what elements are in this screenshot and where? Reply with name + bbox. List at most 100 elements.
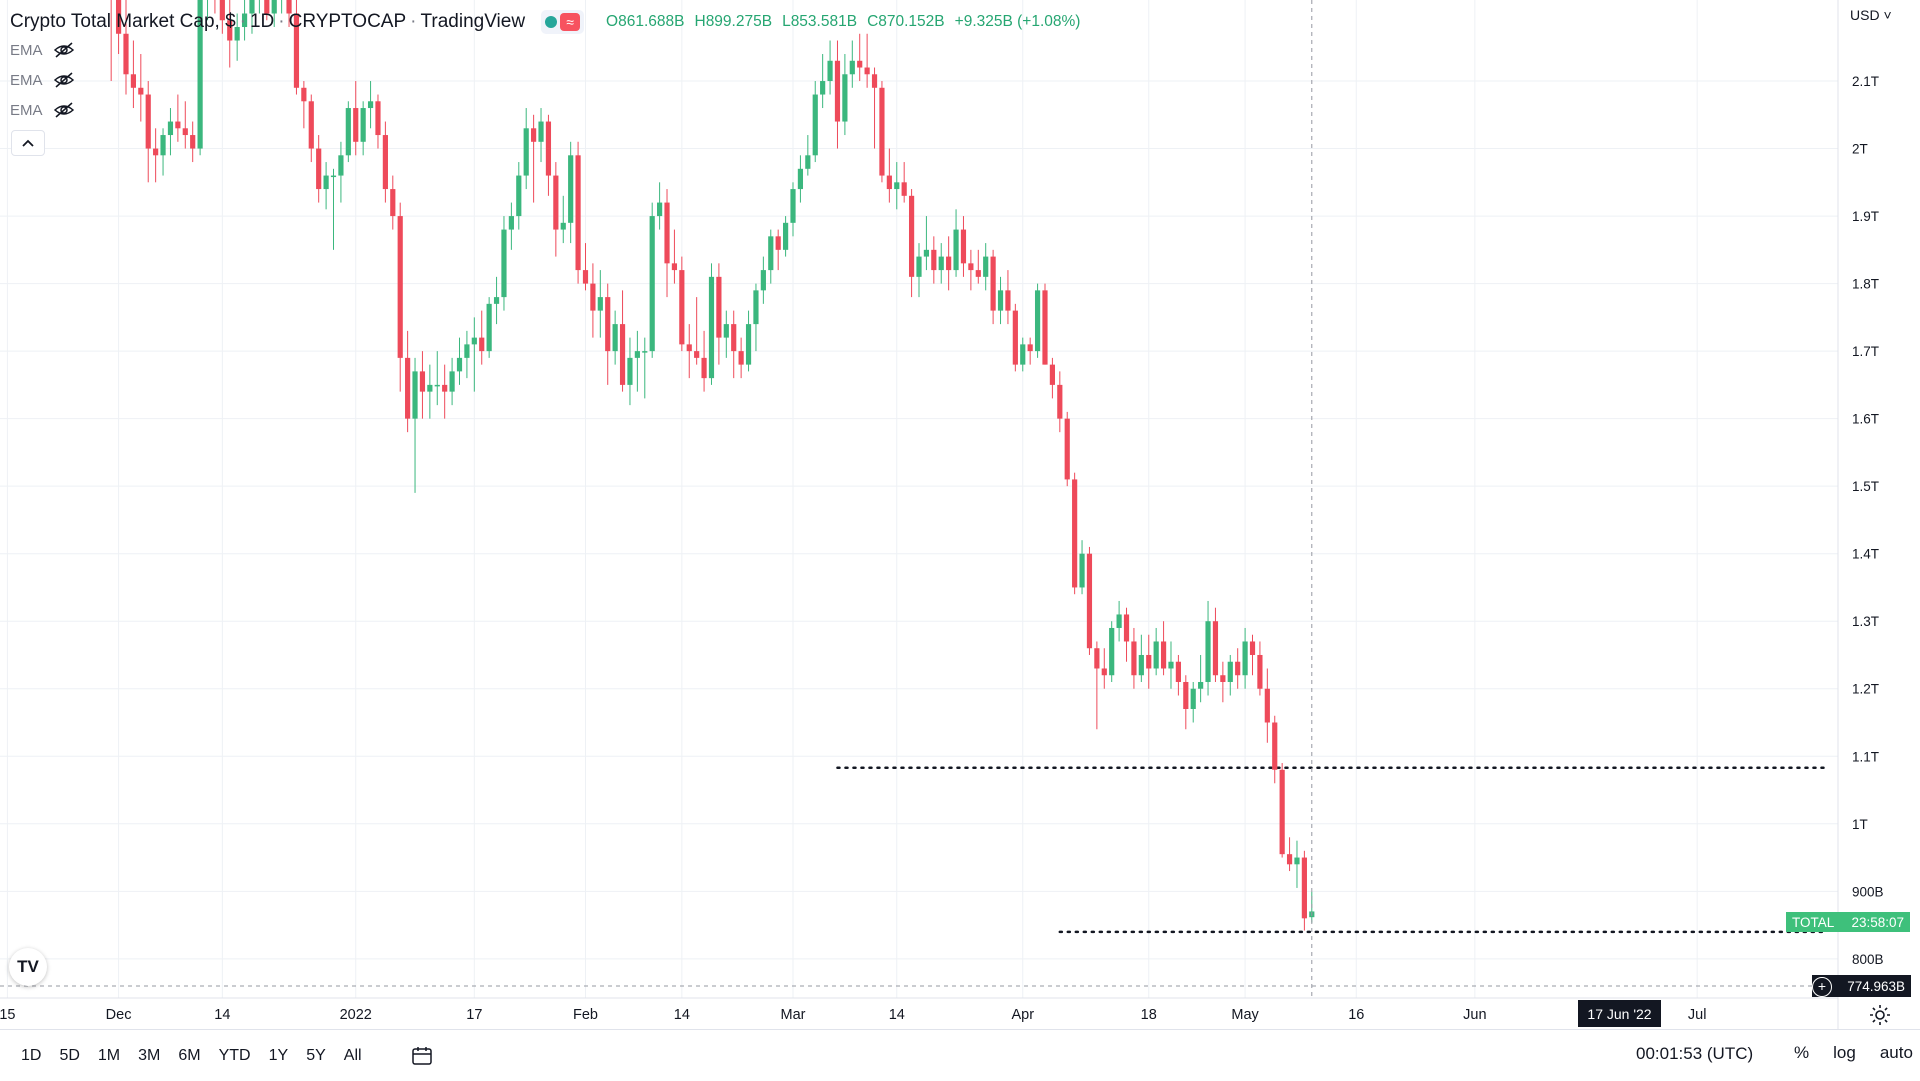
candle-body-down (716, 276, 722, 338)
range-5d-button[interactable]: 5D (59, 1046, 80, 1064)
candle-body-up (842, 74, 848, 122)
calendar-goto-icon[interactable] (411, 1046, 433, 1066)
collapse-legend-button[interactable] (11, 130, 45, 156)
time-axis[interactable]: 15 Dec 14 2022 17 Feb 14 Mar 14 Apr 18 May 16 Jun Jul (0, 1007, 1706, 1023)
candle-body-up (657, 202, 663, 217)
price-tick-label: 900B (1852, 884, 1884, 899)
time-tick-label: 2022 (340, 1007, 372, 1023)
candle-body-down (1160, 641, 1167, 669)
bar-countdown: 23:58:07 (1851, 914, 1904, 930)
candle-body-down (153, 148, 159, 156)
candle-body-up (768, 236, 774, 271)
candle-body-up (797, 168, 804, 190)
candle-body-up (790, 189, 796, 223)
indicator-ema-1[interactable]: EMA (10, 38, 75, 62)
auto-scale-toggle[interactable]: auto (1879, 1043, 1913, 1062)
eye-off-icon[interactable] (53, 71, 75, 89)
time-tick-label: 17 (466, 1007, 482, 1023)
candle-body-down (1264, 688, 1270, 723)
approx-icon: ≈ (560, 13, 581, 31)
range-5y-button[interactable]: 5Y (306, 1046, 326, 1064)
market-status-pill[interactable]: ≈ (541, 10, 585, 34)
candle-body-up (894, 182, 900, 190)
candle-body-up (560, 222, 566, 230)
candle-body-down (308, 101, 314, 149)
chart-legend[interactable]: Crypto Total Market Cap, $ · 1D · CRYPTO… (10, 8, 1080, 36)
crosshair-price-tag: 774.963B (1812, 975, 1911, 997)
symbol-title: Crypto Total Market Cap, $ (10, 11, 236, 32)
candle-body-up (597, 297, 603, 311)
candle-body-up (1109, 627, 1115, 676)
range-1y-button[interactable]: 1Y (268, 1046, 289, 1064)
candle-body-down (1012, 310, 1018, 365)
crosshair (0, 0, 1838, 998)
candle-body-down (1042, 290, 1048, 365)
add-alert-icon[interactable]: + (1812, 977, 1832, 997)
candle-body-up (783, 222, 789, 250)
time-tick-label: May (1231, 1007, 1259, 1023)
candle-body-up (1153, 641, 1159, 669)
percent-scale-toggle[interactable]: % (1794, 1043, 1810, 1062)
candle-body-up (486, 303, 492, 352)
range-1d-button[interactable]: 1D (21, 1046, 42, 1064)
indicator-label: EMA (10, 41, 43, 59)
range-1m-button[interactable]: 1M (97, 1046, 121, 1064)
eye-off-icon[interactable] (53, 41, 75, 59)
range-ytd-button[interactable]: YTD (218, 1046, 251, 1064)
utc-clock[interactable]: 00:01:53 (UTC) (1636, 1044, 1754, 1063)
candle-body-up (1205, 621, 1211, 682)
currency-selector[interactable]: USD ˅ (1850, 7, 1892, 23)
candle-body-up (568, 155, 574, 223)
range-all-button[interactable]: All (343, 1046, 362, 1064)
candle-body-down (590, 283, 596, 311)
candle-body-down (301, 87, 307, 102)
price-tick-label: 1.5T (1852, 479, 1879, 494)
candle-body-up (516, 175, 522, 217)
log-scale-toggle[interactable]: log (1833, 1043, 1856, 1062)
candle-body-up (538, 121, 544, 142)
candle-body-down (871, 74, 878, 88)
candle-body-up (412, 371, 418, 419)
candle-body-down (115, 0, 122, 34)
candle-body-down (353, 108, 359, 142)
candle-body-up (1242, 641, 1248, 676)
candle-body-up (805, 155, 811, 169)
tradingview-logo[interactable]: TV (9, 948, 47, 986)
price-tick-label: 1.1T (1852, 749, 1879, 764)
price-tick-label: 1.8T (1852, 277, 1879, 292)
indicator-ema-3[interactable]: EMA (10, 98, 75, 122)
open-key: O (606, 13, 619, 30)
chevron-up-icon (22, 139, 34, 147)
candle-body-down (531, 128, 537, 142)
price-axis[interactable]: 800B 900B 1T 1.1T 1.2T 1.3T 1.4T 1.5T 1.6T 1.7T 1.… (1852, 74, 1884, 967)
candle-body-up (916, 256, 922, 277)
candle-body-down (219, 0, 225, 21)
candle-body-up (708, 276, 715, 379)
range-3m-button[interactable]: 3M (138, 1046, 161, 1064)
candle-body-up (493, 297, 500, 304)
candle-body-down (382, 135, 388, 190)
candle-body-down (664, 202, 670, 264)
candle-body-down (1086, 553, 1093, 649)
time-tick-label: Mar (781, 1007, 806, 1023)
candle-body-up (271, 0, 277, 14)
indicator-ema-2[interactable]: EMA (10, 68, 75, 92)
candle-body-down (775, 236, 781, 250)
candle-body-down (286, 0, 292, 14)
horizontal-level-lines[interactable] (836, 766, 1828, 934)
indicator-label: EMA (10, 71, 43, 89)
candle-body-down (679, 270, 685, 345)
range-6m-button[interactable]: 6M (178, 1046, 201, 1064)
candle-body-down (1123, 614, 1130, 642)
eye-off-icon[interactable] (53, 101, 75, 119)
price-tick-label: 1.7T (1852, 344, 1879, 359)
ohlc-values: O861.688B H899.275B L853.581B C870.152B … (606, 13, 1080, 31)
legend-separator: · (239, 11, 246, 32)
candle-body-up (434, 384, 440, 387)
candle-body-down (1131, 641, 1137, 676)
gear-icon[interactable] (1868, 1003, 1892, 1027)
candle-body-up (241, 13, 248, 28)
candle-body-up (634, 351, 640, 358)
source-label: TradingView (420, 11, 526, 32)
